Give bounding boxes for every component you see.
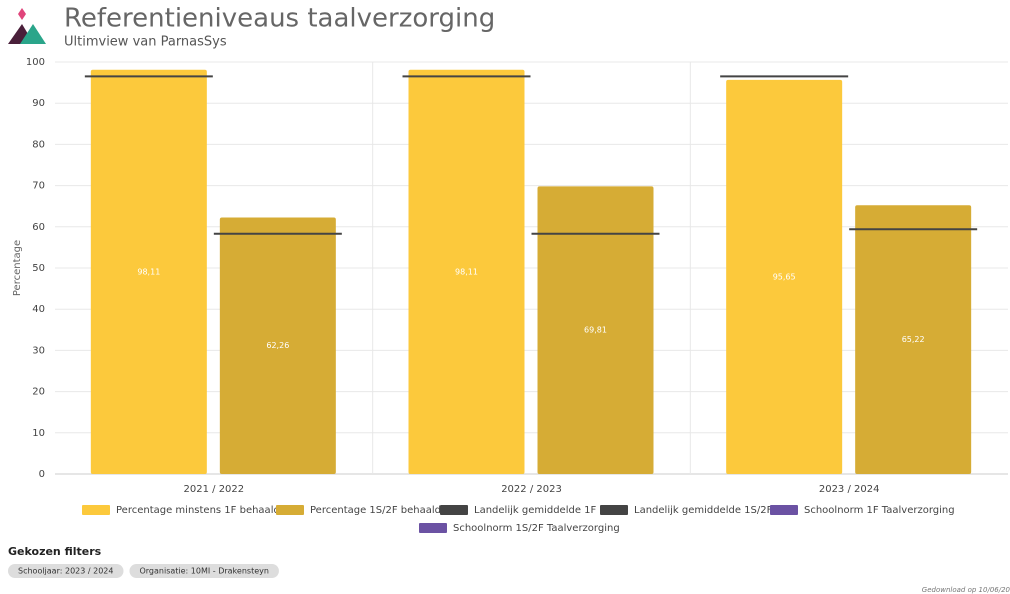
x-tick-label: 2021 / 2022 xyxy=(184,484,245,495)
legend-label: Landelijk gemiddelde 1F xyxy=(474,505,597,516)
legend-label: Percentage minstens 1F behaald xyxy=(116,505,280,516)
legend-swatch xyxy=(440,505,468,515)
data-label: 65,22 xyxy=(902,335,925,344)
bar xyxy=(537,186,654,474)
y-tick-label: 40 xyxy=(32,304,45,315)
legend-label: Percentage 1S/2F behaald xyxy=(310,505,441,516)
data-label: 98,11 xyxy=(137,267,160,276)
subtitle: Ultimview van ParnasSys xyxy=(64,35,227,50)
filter-pill-label: Schooljaar: 2023 / 2024 xyxy=(18,567,113,576)
data-label: 69,81 xyxy=(584,326,607,335)
y-axis-label: Percentage xyxy=(12,240,23,296)
y-tick-label: 70 xyxy=(32,181,45,192)
bar xyxy=(408,69,525,474)
filter-pill-label: Organisatie: 10MI - Drakensteyn xyxy=(139,567,268,576)
y-tick-label: 30 xyxy=(32,345,45,356)
bar xyxy=(726,79,843,474)
y-tick-label: 90 xyxy=(32,98,45,109)
y-tick-label: 100 xyxy=(26,57,45,68)
legend-swatch xyxy=(600,505,628,515)
y-tick-label: 80 xyxy=(32,139,45,150)
bar xyxy=(219,217,336,474)
y-tick-label: 10 xyxy=(32,428,45,439)
filter-pill xyxy=(8,564,124,578)
bar xyxy=(855,205,972,475)
legend-swatch xyxy=(276,505,304,515)
bar xyxy=(90,69,207,474)
y-tick-label: 50 xyxy=(32,263,45,274)
x-tick-label: 2023 / 2024 xyxy=(819,484,880,495)
title: Referentieniveaus taalverzorging xyxy=(64,4,495,34)
filters-title: Gekozen filters xyxy=(8,545,102,558)
footer: Gedownload op 10/06/20 xyxy=(922,586,1010,594)
y-tick-label: 0 xyxy=(39,469,45,480)
legend-swatch xyxy=(419,523,447,533)
logo xyxy=(8,8,46,44)
legend-label: Schoolnorm 1F Taalverzorging xyxy=(804,505,955,516)
legend-label: Schoolnorm 1S/2F Taalverzorging xyxy=(453,523,620,534)
y-tick-label: 20 xyxy=(32,387,45,398)
y-tick-label: 60 xyxy=(32,222,45,233)
data-label: 95,65 xyxy=(773,272,796,281)
x-tick-label: 2022 / 2023 xyxy=(501,484,562,495)
data-label: 98,11 xyxy=(455,267,478,276)
legend-label: Landelijk gemiddelde 1S/2F xyxy=(634,505,773,516)
legend-swatch xyxy=(82,505,110,515)
data-label: 62,26 xyxy=(266,341,289,350)
filter-pill xyxy=(129,564,279,578)
legend-swatch xyxy=(770,505,798,515)
